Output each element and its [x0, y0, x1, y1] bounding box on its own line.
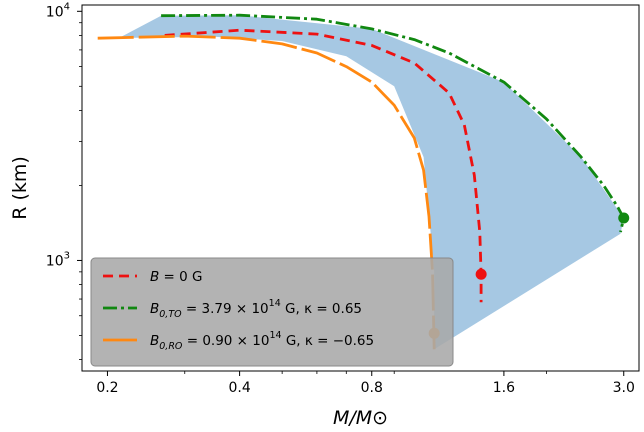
legend-label-3-tail: G, κ = −0.65: [282, 333, 375, 349]
plot-frame: [81, 4, 640, 372]
y-tick-exponent-1: 3: [64, 250, 70, 261]
x-tick-label-4: 1.6: [493, 380, 515, 396]
x-tick-label-2: 0.4: [228, 380, 250, 396]
series-endpoint-1: [475, 268, 487, 280]
y-axis-title: R (km): [9, 156, 31, 220]
y-tick-base-2: 10: [46, 4, 64, 20]
legend-label-2: B0,TO = 3.79 × 1014 G, κ = 0.65: [150, 298, 362, 320]
legend-label-3: B0,RO = 0.90 × 1014 G, κ = −0.65: [150, 330, 374, 352]
legend-label-1-text: = 0 G: [159, 269, 202, 285]
legend-label-1-main: B: [150, 269, 159, 285]
legend-label-2-main: B: [150, 301, 159, 317]
legend: B = 0 GB0,TO = 3.79 × 1014 G, κ = 0.65B0…: [90, 257, 454, 367]
x-tick-label-5: 3.0: [613, 380, 635, 396]
legend-label-2-exponent: 14: [269, 298, 281, 309]
legend-label-1: B = 0 G: [150, 269, 203, 285]
series-line-3: [97, 34, 436, 350]
y-tick-label-1: 103: [46, 250, 70, 269]
series-line-2: [161, 13, 626, 233]
y-tick-base-1: 10: [46, 253, 64, 269]
y-tick-label-2: 104: [46, 1, 70, 20]
legend-label-3-subscript: 0,RO: [159, 341, 183, 352]
x-tick-label-3: 0.8: [361, 380, 383, 396]
legend-label-3-main: B: [150, 333, 159, 349]
legend-label-2-subscript: 0,TO: [159, 309, 182, 320]
x-tick-label-1: 0.2: [96, 380, 118, 396]
legend-label-3-text: = 0.90 × 10: [182, 333, 269, 349]
shaded-band: [97, 15, 624, 350]
legend-box: [90, 257, 454, 367]
series-endpoint-2: [618, 212, 630, 224]
x-axis-title: M/M⊙: [333, 407, 388, 429]
legend-label-2-text: = 3.79 × 10: [182, 301, 269, 317]
legend-label-3-exponent: 14: [269, 330, 281, 341]
legend-label-2-tail: G, κ = 0.65: [281, 301, 362, 317]
y-tick-exponent-2: 4: [64, 1, 70, 12]
